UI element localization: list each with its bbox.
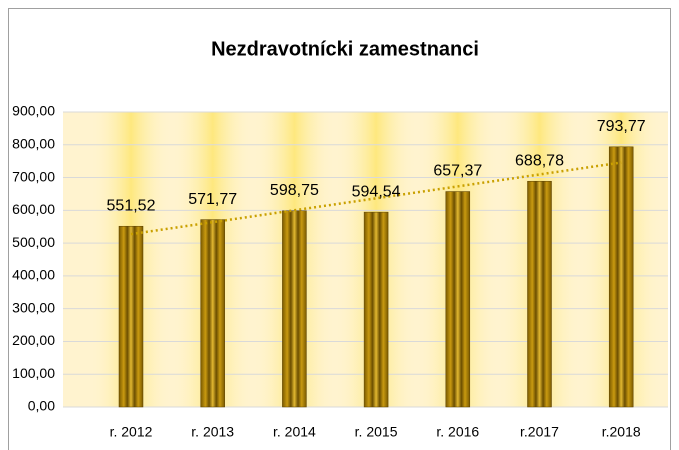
bar	[363, 211, 389, 408]
x-tick-label: r. 2014	[273, 424, 316, 440]
y-tick-label: 0,00	[28, 398, 55, 414]
bar	[608, 146, 634, 408]
x-tick-label: r. 2013	[191, 424, 234, 440]
data-label: 571,77	[188, 191, 237, 208]
y-tick-label: 300,00	[12, 299, 55, 315]
data-label: 594,54	[352, 183, 401, 200]
y-tick-label: 800,00	[12, 135, 55, 151]
bar	[527, 180, 552, 408]
x-tick-label: r.2017	[520, 424, 559, 440]
chart-title: Nezdravotnícki zamestnanci	[211, 38, 479, 60]
y-tick-label: 400,00	[12, 267, 55, 283]
data-label: 551,52	[107, 197, 156, 214]
y-tick-label: 200,00	[12, 332, 55, 348]
y-tick-label: 600,00	[12, 201, 55, 217]
bar	[118, 225, 144, 408]
data-label: 793,77	[597, 118, 646, 135]
data-label: 688,78	[515, 152, 564, 169]
x-tick-label: r. 2016	[436, 424, 479, 440]
y-tick-label: 900,00	[12, 103, 55, 119]
data-label: 657,37	[433, 163, 482, 180]
x-tick-label: r. 2012	[110, 424, 153, 440]
x-tick-label: r. 2015	[355, 424, 398, 440]
y-tick-label: 500,00	[12, 234, 55, 250]
y-tick-label: 700,00	[12, 168, 55, 184]
x-tick-label: r.2018	[602, 424, 641, 440]
bar	[445, 191, 471, 408]
bar	[200, 219, 225, 408]
bar	[282, 210, 307, 408]
y-tick-label: 100,00	[12, 365, 55, 381]
data-label: 598,75	[270, 182, 319, 199]
